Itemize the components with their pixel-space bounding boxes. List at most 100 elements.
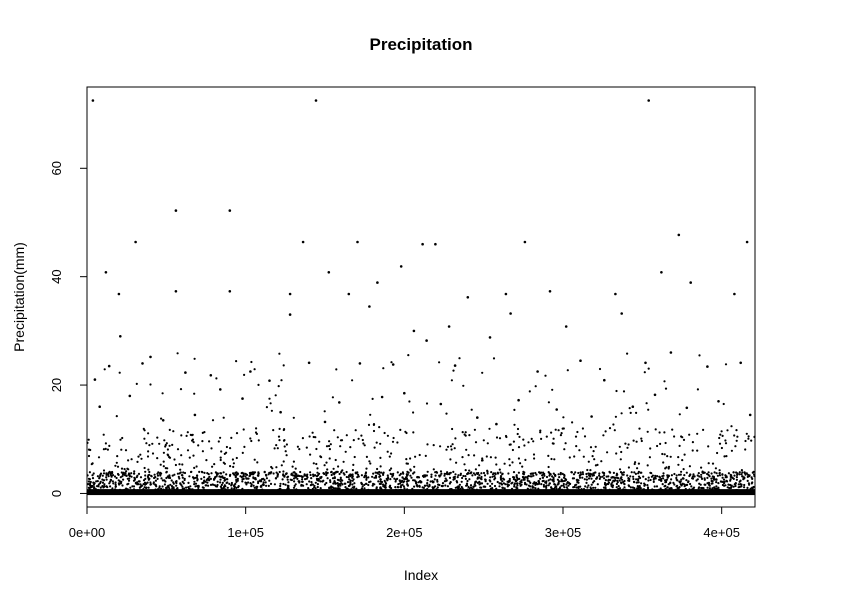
data-point xyxy=(716,451,719,455)
data-point xyxy=(289,478,292,481)
data-point xyxy=(120,448,123,451)
data-point xyxy=(108,444,111,447)
data-point xyxy=(228,482,231,485)
data-point xyxy=(371,484,374,487)
data-point xyxy=(696,432,699,435)
data-point xyxy=(222,461,225,464)
data-point xyxy=(522,438,525,441)
data-point xyxy=(447,489,450,492)
data-point xyxy=(426,443,429,446)
data-point xyxy=(394,488,398,491)
data-point xyxy=(234,471,237,474)
data-point xyxy=(384,482,388,485)
data-point xyxy=(140,489,143,492)
data-point xyxy=(585,472,588,476)
data-point xyxy=(597,488,600,491)
data-point xyxy=(198,470,201,473)
data-point xyxy=(611,481,614,484)
data-point xyxy=(615,389,618,393)
data-point xyxy=(203,431,206,434)
data-point xyxy=(498,437,502,440)
data-point xyxy=(111,474,115,477)
data-point xyxy=(282,460,285,463)
data-point xyxy=(724,363,728,366)
data-point xyxy=(392,436,395,440)
data-point xyxy=(132,488,136,491)
data-point xyxy=(97,456,101,459)
data-point xyxy=(584,485,587,488)
data-point xyxy=(333,477,336,480)
data-point xyxy=(412,411,415,414)
data-point xyxy=(541,476,545,479)
data-point xyxy=(320,475,323,479)
data-point xyxy=(513,485,516,488)
data-point xyxy=(341,479,344,482)
data-point xyxy=(669,455,672,458)
data-point xyxy=(255,432,258,435)
data-point xyxy=(145,442,148,445)
data-point xyxy=(526,475,529,479)
data-point xyxy=(645,402,648,405)
data-point xyxy=(240,472,243,475)
data-point xyxy=(345,475,348,479)
data-point xyxy=(375,486,378,489)
data-point xyxy=(466,296,470,299)
data-point xyxy=(315,475,319,478)
data-point xyxy=(357,437,360,440)
data-point xyxy=(491,473,495,476)
data-point xyxy=(390,361,393,364)
data-point xyxy=(274,477,277,480)
data-point xyxy=(346,481,350,484)
data-point xyxy=(623,492,626,495)
data-point xyxy=(337,487,340,490)
data-point xyxy=(149,383,152,386)
data-point xyxy=(117,491,120,495)
data-point xyxy=(412,431,415,434)
data-point xyxy=(146,455,150,458)
data-point xyxy=(677,456,680,459)
data-point xyxy=(634,461,637,464)
data-point xyxy=(730,449,734,452)
data-point xyxy=(159,463,162,466)
data-point xyxy=(120,480,123,483)
data-point xyxy=(210,491,213,494)
data-point xyxy=(670,474,674,477)
data-point xyxy=(88,471,91,474)
data-point xyxy=(612,476,615,479)
data-point xyxy=(174,463,177,467)
data-point xyxy=(355,487,358,490)
data-point xyxy=(143,466,146,470)
data-point xyxy=(582,488,586,491)
data-point xyxy=(512,478,516,481)
data-point xyxy=(328,440,331,443)
data-point xyxy=(608,427,612,430)
data-point xyxy=(224,488,227,491)
data-point xyxy=(532,472,535,475)
data-point xyxy=(371,475,374,478)
data-point xyxy=(344,491,347,494)
data-point xyxy=(580,489,584,493)
data-point xyxy=(475,488,478,491)
data-point xyxy=(99,480,102,483)
data-point xyxy=(236,472,239,475)
data-point xyxy=(144,483,147,486)
data-point xyxy=(221,476,224,479)
data-point xyxy=(586,486,589,489)
data-point xyxy=(713,486,716,489)
data-point xyxy=(242,472,245,475)
data-point xyxy=(425,339,428,342)
data-point xyxy=(139,476,143,479)
data-point xyxy=(673,472,676,476)
data-point xyxy=(405,458,408,461)
data-point xyxy=(572,486,575,489)
data-point xyxy=(383,484,386,487)
data-point xyxy=(735,488,739,492)
data-point xyxy=(563,486,566,489)
data-point xyxy=(368,305,371,308)
data-point xyxy=(268,397,271,400)
data-point xyxy=(394,478,398,481)
data-point xyxy=(340,471,343,474)
data-point xyxy=(483,474,487,477)
data-point xyxy=(583,435,587,438)
data-point xyxy=(507,472,510,475)
